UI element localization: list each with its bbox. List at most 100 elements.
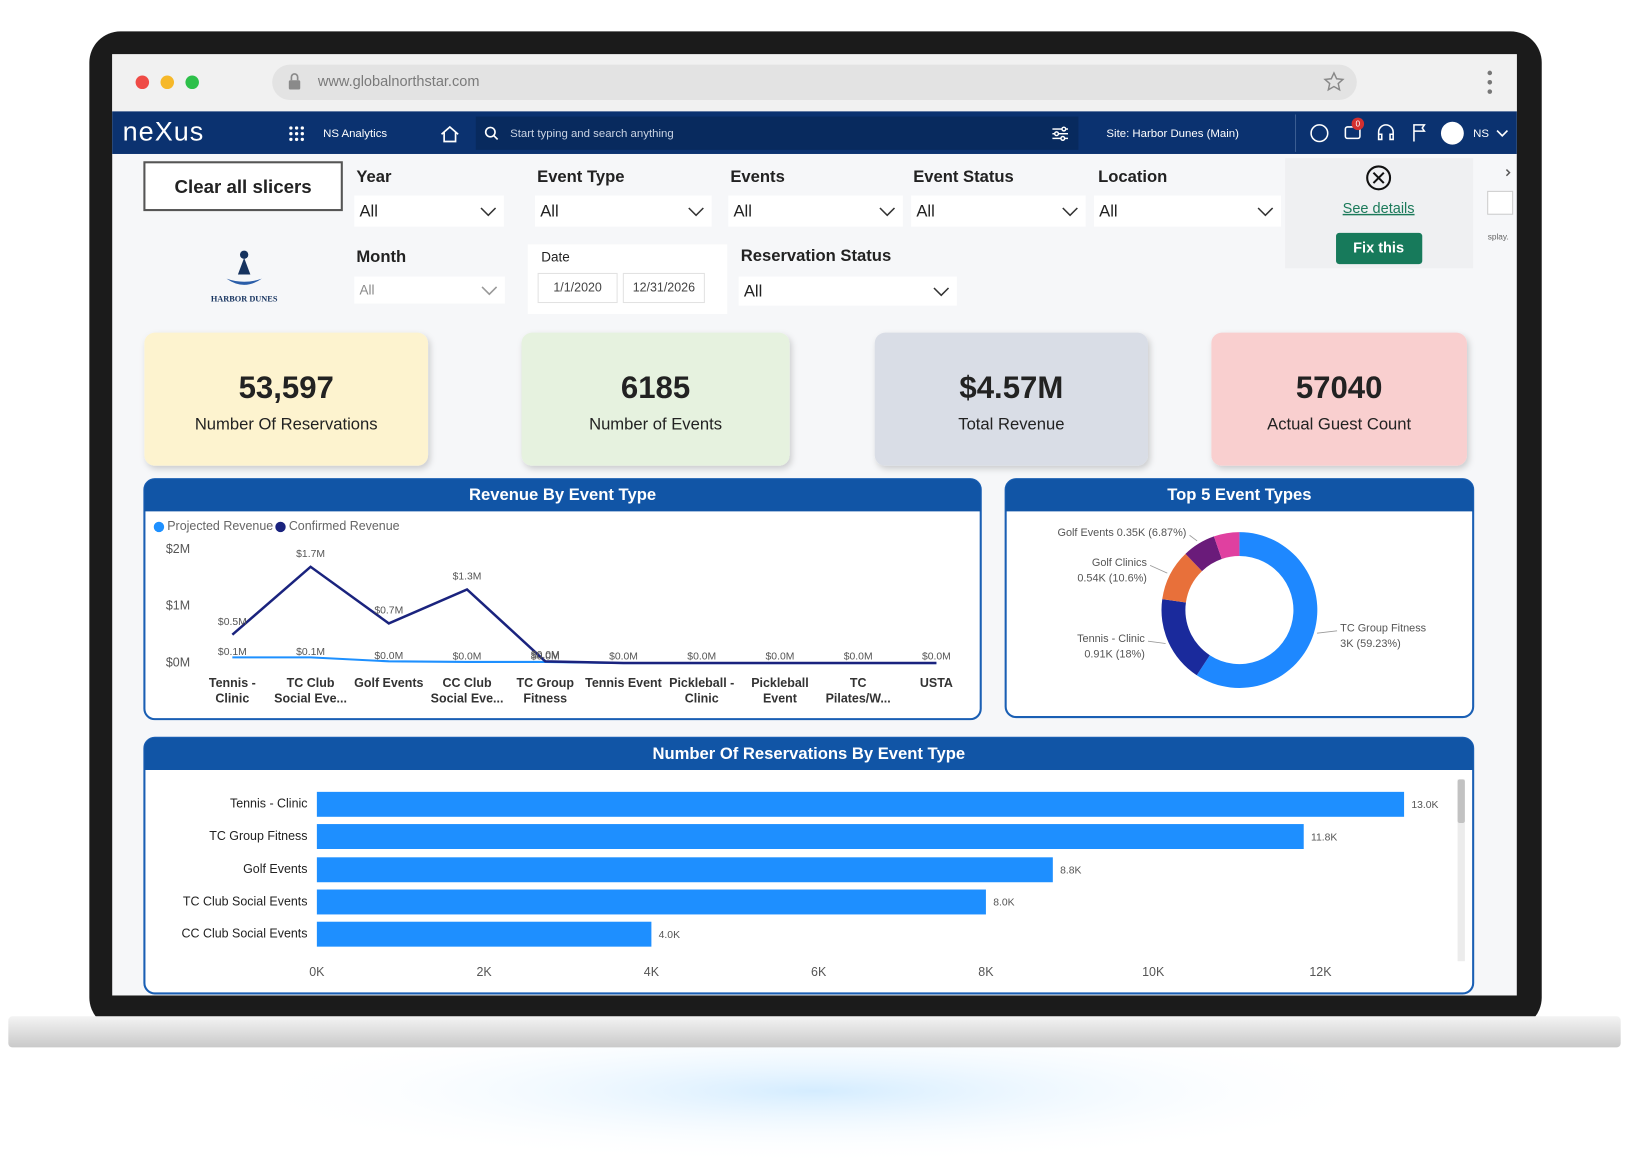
- help-icon[interactable]: [1310, 124, 1329, 143]
- dropdown[interactable]: [535, 195, 712, 227]
- x-tick-label: CC Club Social Eve...: [430, 675, 504, 706]
- kpi-value: $4.57M: [959, 370, 1063, 405]
- data-label: $0.0M: [453, 651, 482, 662]
- pie-slice: [1185, 536, 1222, 572]
- error-close-x: [1372, 171, 1385, 184]
- dropdown[interactable]: [738, 276, 957, 306]
- leader-line: [1147, 640, 1166, 644]
- dropdown[interactable]: [354, 276, 505, 304]
- y-category-label: CC Club Social Events: [182, 926, 308, 940]
- date-start-input[interactable]: [537, 272, 618, 304]
- leader-line: [1189, 534, 1198, 542]
- dropdown-value: All: [359, 283, 374, 298]
- x-tick-label-box: USTA: [919, 675, 953, 691]
- data-label: $0.0M: [922, 652, 951, 663]
- y-category-label: Tennis - Clinic: [230, 797, 308, 811]
- see-details-link[interactable]: See details: [1343, 201, 1415, 217]
- slicer-label: Month: [356, 247, 406, 266]
- x-tick-label: TC Group Fitness: [516, 675, 574, 706]
- bar: [316, 791, 1405, 817]
- pie-slice: [1196, 532, 1318, 688]
- data-label: $0.1M: [296, 647, 325, 658]
- pie-slice: [1162, 553, 1203, 603]
- date-end-input[interactable]: [622, 272, 705, 304]
- app-name[interactable]: NS Analytics: [323, 128, 387, 140]
- dropdown[interactable]: [911, 195, 1086, 227]
- pie-value-label: 0.91K (18%): [1084, 649, 1145, 661]
- x-tick-label-box: Pickleball Event: [751, 675, 809, 706]
- data-label: $0.5M: [218, 617, 247, 628]
- flag-icon[interactable]: [1413, 124, 1426, 142]
- kpi-label: Actual Guest Count: [1267, 415, 1411, 434]
- lock-shackle: [290, 73, 299, 81]
- window-close[interactable]: [135, 75, 150, 90]
- browser-menu[interactable]: [1487, 70, 1493, 94]
- dropdown-value: All: [540, 202, 558, 221]
- x-tick-label-box: CC Club Social Eve...: [430, 675, 504, 706]
- legend-marker: [153, 521, 165, 533]
- window-minimize[interactable]: [160, 75, 175, 90]
- side-panel-arrow[interactable]: [1505, 169, 1511, 177]
- x-tick-label: Pickleball Event: [751, 675, 809, 706]
- date-end: 12/31/2026: [633, 280, 695, 294]
- bar: [316, 824, 1304, 849]
- site-selector[interactable]: Site: Harbor Dunes (Main): [1106, 128, 1239, 140]
- data-label: 8.8K: [1060, 866, 1081, 877]
- clear-slicers-box[interactable]: [143, 161, 343, 212]
- pie-slice: [1161, 599, 1210, 676]
- data-label: $0.0M: [687, 652, 716, 663]
- dropdown[interactable]: [728, 195, 903, 227]
- pie-category-label: Golf Events: [1057, 527, 1114, 539]
- pie-value-label: 3K (59.23%): [1340, 638, 1401, 650]
- bar: [316, 857, 1053, 883]
- window-maximize[interactable]: [185, 75, 199, 90]
- apps-grid-icon[interactable]: [289, 126, 304, 142]
- chart-title: Number Of Reservations By Event Type: [652, 744, 965, 763]
- y-tick-label: $1M: [166, 599, 190, 613]
- home-icon[interactable]: [440, 125, 459, 143]
- user-menu-chevron[interactable]: [1496, 130, 1509, 137]
- laptop-base: [8, 1016, 1621, 1048]
- kpi-card: [1211, 332, 1467, 466]
- scrollbar-thumb[interactable]: [1457, 779, 1465, 824]
- x-tick-label: USTA: [919, 675, 953, 691]
- search-icon: [484, 126, 496, 138]
- lock-icon: [288, 80, 301, 90]
- error-close-icon[interactable]: [1366, 165, 1392, 191]
- x-tick-label-box: TC Group Fitness: [516, 675, 574, 706]
- url-text: www.globalnorthstar.com: [317, 74, 480, 90]
- data-label: $0.1M: [218, 647, 247, 658]
- pie-label: Golf Events 0.35K (6.87%): [1057, 527, 1186, 539]
- bookmark-star[interactable]: [1323, 71, 1345, 92]
- side-panel-box: [1487, 190, 1514, 215]
- dropdown-value: All: [744, 282, 762, 301]
- x-tick-label-box: TC Club Social Eve...: [274, 675, 347, 706]
- x-tick-label-box: Golf Events: [354, 676, 423, 691]
- fix-button[interactable]: [1336, 232, 1423, 265]
- support-icon[interactable]: [1377, 124, 1394, 141]
- search-box[interactable]: [475, 116, 1079, 150]
- chart-header: [144, 737, 1474, 771]
- kpi-value: 53,597: [239, 370, 334, 405]
- dropdown[interactable]: [354, 195, 504, 227]
- side-panel-text: splay.: [1488, 231, 1509, 241]
- data-label: $0.0M: [609, 652, 638, 663]
- kpi-label: Total Revenue: [958, 415, 1064, 434]
- legend-marker: [275, 521, 286, 533]
- avatar[interactable]: [1440, 121, 1464, 145]
- slicer-label: Reservation Status: [741, 246, 891, 265]
- dropdown-chevron: [481, 286, 498, 296]
- dropdown-value: All: [916, 202, 934, 221]
- data-label: 11.8K: [1311, 832, 1337, 843]
- x-tick-label: Tennis Event: [585, 675, 662, 691]
- chart-title: Top 5 Event Types: [1167, 485, 1311, 504]
- dropdown[interactable]: [1093, 195, 1281, 227]
- address-bar[interactable]: [272, 64, 1357, 100]
- y-tick-label: $0M: [166, 655, 190, 669]
- x-tick-label: TC Club Social Eve...: [274, 675, 347, 706]
- filter-settings-icon[interactable]: [1052, 126, 1068, 141]
- dropdown-chevron: [1062, 207, 1078, 217]
- kpi-card: [874, 332, 1148, 466]
- bar: [316, 921, 652, 947]
- dropdown-value: All: [1099, 202, 1117, 221]
